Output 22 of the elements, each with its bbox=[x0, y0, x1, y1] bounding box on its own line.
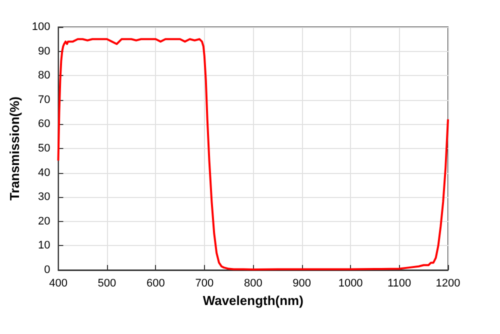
y-tick-label: 70 bbox=[38, 94, 50, 106]
x-tick-label: 1200 bbox=[436, 278, 460, 290]
y-tick-label: 100 bbox=[32, 21, 50, 33]
y-tick-label: 90 bbox=[38, 45, 50, 58]
y-tick-label: 40 bbox=[38, 166, 50, 179]
x-tick-label: 500 bbox=[98, 278, 116, 290]
x-tick-label: 900 bbox=[292, 278, 312, 290]
y-axis-title: Transmission(%) bbox=[7, 96, 22, 201]
y-tick-label: 50 bbox=[38, 142, 50, 154]
y-tick-label: 60 bbox=[38, 118, 50, 130]
x-tick-label: 600 bbox=[146, 278, 165, 290]
x-tick-label: 800 bbox=[244, 278, 262, 290]
x-tick-label: 400 bbox=[49, 278, 68, 290]
x-tick-label: 700 bbox=[195, 278, 214, 290]
y-tick-label: 10 bbox=[38, 240, 50, 252]
y-tick-label: 30 bbox=[38, 191, 50, 204]
x-tick-label: 1000 bbox=[338, 278, 363, 290]
y-tick-label: 0 bbox=[44, 264, 50, 276]
y-tick-label: 20 bbox=[38, 215, 50, 228]
y-tick-label: 80 bbox=[38, 70, 50, 82]
x-axis-title: Wavelength(nm) bbox=[202, 293, 304, 308]
x-tick-label: 1100 bbox=[387, 278, 412, 290]
